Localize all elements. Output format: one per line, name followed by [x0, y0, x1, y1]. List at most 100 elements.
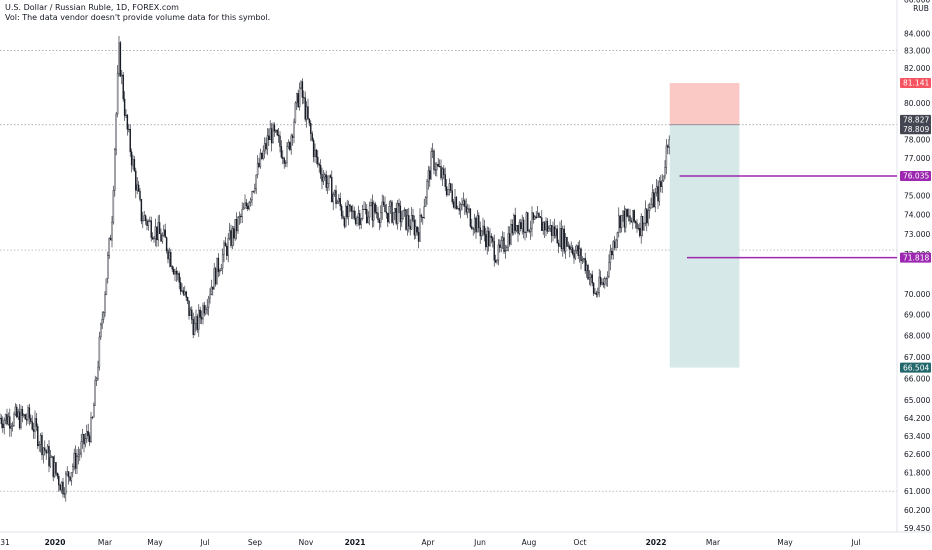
candle-body — [283, 158, 285, 164]
candle-body — [563, 228, 565, 252]
candle-body — [462, 200, 465, 205]
price-tag-label: 81.141 — [903, 79, 929, 88]
candle-body — [220, 268, 222, 271]
candle-body — [644, 208, 647, 224]
candle-body — [632, 210, 634, 223]
candle-body — [541, 217, 543, 231]
candle-body — [380, 212, 382, 223]
candle-body — [322, 176, 325, 182]
candle-body — [489, 235, 491, 247]
candle-body — [203, 305, 206, 314]
candle-body — [389, 201, 392, 207]
candle-body — [357, 213, 360, 218]
candle-body — [139, 190, 141, 200]
candle-body — [251, 191, 253, 201]
candle-body — [559, 228, 561, 247]
candle-body — [11, 424, 14, 427]
candle-body — [492, 237, 494, 242]
candle-body — [100, 323, 102, 338]
candle-body — [125, 114, 127, 116]
y-tick-label: 67.000 — [904, 353, 930, 362]
candle-body — [289, 142, 291, 150]
candle-body — [284, 162, 287, 164]
candle-body — [265, 143, 267, 150]
candle-body — [388, 206, 390, 223]
level-lines[interactable] — [679, 175, 897, 259]
candle-body — [424, 197, 427, 207]
candle-body — [263, 143, 266, 152]
candle-body — [459, 204, 462, 211]
candle-body — [255, 174, 257, 189]
candle-body — [396, 203, 399, 224]
candle-body — [392, 212, 395, 223]
candle-body — [172, 269, 175, 275]
candle-body — [485, 234, 487, 248]
candle-body — [216, 257, 218, 285]
candle-body — [209, 294, 211, 299]
candle-body — [521, 219, 523, 229]
candle-body — [503, 237, 505, 252]
x-tick-label: Jun — [473, 538, 486, 547]
candle-body — [653, 192, 655, 208]
price-tag-bg — [900, 252, 931, 263]
candle-body — [562, 228, 564, 249]
candle-body — [207, 297, 210, 308]
candle-body — [231, 228, 234, 246]
candle-body — [535, 216, 537, 219]
candle-body — [556, 228, 558, 244]
candle-body — [160, 233, 162, 242]
candle-body — [128, 128, 130, 130]
candle-body — [338, 198, 340, 203]
candle-body — [65, 473, 67, 494]
candle-body — [366, 209, 368, 223]
x-tick-label: Mar — [706, 538, 721, 547]
candle-body — [438, 165, 441, 167]
candle-body — [592, 282, 595, 294]
candle-body — [353, 210, 355, 219]
candle-body — [377, 212, 379, 221]
candle-body — [455, 197, 458, 209]
candle-body — [567, 245, 570, 247]
candle-body — [2, 423, 4, 428]
candle-body — [524, 231, 526, 234]
candle-body — [573, 253, 575, 259]
candle-body — [520, 222, 522, 229]
candle-body — [443, 168, 445, 175]
candle-body — [458, 208, 460, 211]
candle-body — [447, 189, 449, 195]
candle-body — [566, 237, 568, 247]
candle-body — [452, 201, 455, 208]
candle-body — [335, 190, 337, 204]
candle-body — [382, 201, 385, 206]
candle-body — [525, 212, 528, 234]
candle-body — [480, 230, 483, 237]
candle-body — [111, 221, 113, 241]
candle-body — [247, 205, 249, 210]
candle-body — [615, 239, 617, 248]
candle-body — [451, 190, 453, 203]
candle-body — [606, 276, 609, 279]
candle-body — [130, 151, 133, 166]
candle-body — [102, 312, 105, 320]
price-tag-bg — [900, 114, 931, 125]
candle-body — [375, 212, 378, 214]
candle-body — [527, 212, 529, 231]
y-tick-label: 64.200 — [904, 414, 930, 423]
axis-unit-label: RUB — [913, 4, 929, 13]
candle-body — [56, 472, 59, 477]
time-axis[interactable]: 31 2020 Mar May Jul Sep Nov 2021 Apr Jun Aug Oct 202… — [0, 538, 860, 547]
candle-body — [368, 205, 371, 218]
candle-body — [395, 208, 397, 224]
candle-body — [170, 251, 172, 267]
candle-body — [420, 214, 423, 218]
candle-body — [14, 406, 17, 415]
candle-body — [415, 226, 417, 236]
candle-body — [30, 417, 32, 422]
candle-body — [154, 226, 157, 239]
candle-body — [513, 214, 515, 234]
candle-body — [212, 286, 214, 290]
candle-body — [423, 206, 425, 218]
chart-title: U.S. Dollar / Russian Ruble, 1D, FOREX.c… — [5, 3, 179, 12]
candle-body — [221, 254, 224, 269]
